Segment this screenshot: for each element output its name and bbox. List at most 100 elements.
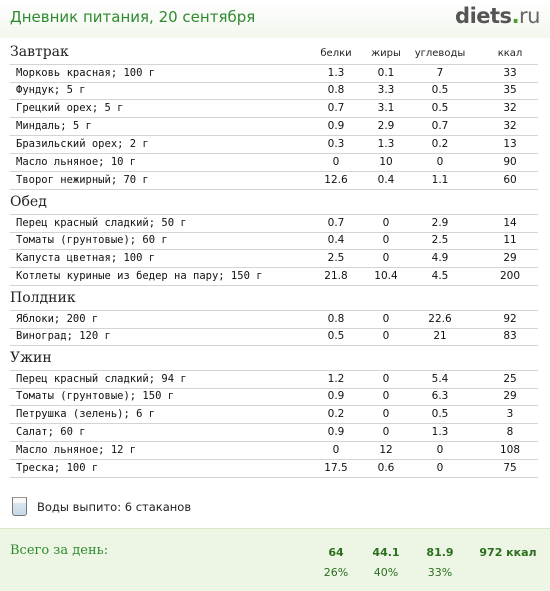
protein-value: 1.3 <box>327 67 345 79</box>
table-row: Перец красный сладкий; 50 г 0.7 0 2.9 14 <box>10 214 538 233</box>
kcal-value: 14 <box>503 217 517 229</box>
food-name: Петрушка (зелень); 6 г <box>16 408 156 420</box>
section-title: Ужин <box>10 350 52 366</box>
table-row: Морковь красная; 100 г 1.3 0.1 7 33 <box>10 64 538 83</box>
carbs-value: 0 <box>436 444 444 456</box>
fat-value: 0 <box>382 234 390 246</box>
kcal-value: 13 <box>503 138 517 150</box>
total-protein: 64 <box>328 546 344 559</box>
carbs-value: 4.5 <box>431 270 449 282</box>
fat-value: 0.6 <box>377 462 395 474</box>
table-row: Томаты (грунтовые); 150 г 0.9 0 6.3 29 <box>10 388 538 406</box>
table-row: Капуста цветная; 100 г 2.5 0 4.9 29 <box>10 250 538 268</box>
table-row: Масло льняное; 10 г 0 10 0 90 <box>10 154 538 172</box>
protein-value: 1.2 <box>327 373 345 385</box>
protein-value: 0.3 <box>327 138 345 150</box>
fat-value: 3.1 <box>377 102 395 114</box>
kcal-value: 29 <box>503 390 517 402</box>
carbs-value: 0 <box>436 156 444 168</box>
logo-dot: . <box>511 4 520 28</box>
carbs-value: 1.1 <box>431 174 449 186</box>
carbs-value: 22.6 <box>428 313 452 325</box>
protein-value: 0.8 <box>327 84 345 96</box>
carbs-value: 0.2 <box>431 138 449 150</box>
fat-value: 12 <box>379 444 393 456</box>
kcal-value: 29 <box>503 252 517 264</box>
fat-value: 0 <box>382 330 390 342</box>
food-name: Фундук; 5 г <box>16 84 86 96</box>
carbs-value: 6.3 <box>431 390 449 402</box>
food-name: Бразильский орех; 2 г <box>16 138 149 150</box>
kcal-value: 90 <box>503 156 517 168</box>
protein-value: 0.8 <box>327 313 345 325</box>
daily-totals: Всего за день: 64 44.1 81.9 972 ккал 26%… <box>0 528 550 591</box>
protein-value: 0 <box>332 156 340 168</box>
food-name: Масло льняное; 12 г <box>16 444 137 456</box>
food-name: Капуста цветная; 100 г <box>16 252 156 264</box>
total-kcal: 972 ккал <box>479 546 537 559</box>
carbs-value: 0 <box>436 462 444 474</box>
column-header-kcal: ккал <box>497 48 523 59</box>
table-row: Масло льняное; 12 г 0 12 0 108 <box>10 442 538 460</box>
total-carbs: 81.9 <box>426 546 454 559</box>
fat-value: 0 <box>382 373 390 385</box>
fat-value: 3.3 <box>377 84 395 96</box>
fat-value: 0 <box>382 252 390 264</box>
fat-value: 0 <box>382 390 390 402</box>
fat-percent: 40% <box>373 566 399 579</box>
fat-value: 0 <box>382 313 390 325</box>
protein-value: 12.6 <box>324 174 348 186</box>
kcal-value: 25 <box>503 373 517 385</box>
fat-value: 0.4 <box>377 174 395 186</box>
fat-value: 0 <box>382 217 390 229</box>
protein-value: 21.8 <box>324 270 348 282</box>
protein-value: 17.5 <box>324 462 348 474</box>
kcal-value: 60 <box>503 174 517 186</box>
food-name: Салат; 60 г <box>16 426 86 438</box>
protein-value: 0 <box>332 444 340 456</box>
total-fat: 44.1 <box>372 546 400 559</box>
site-logo[interactable]: diets.ru <box>455 4 540 28</box>
column-header-protein: белки <box>320 48 352 59</box>
logo-tld: ru <box>519 4 540 28</box>
table-row: Петрушка (зелень); 6 г 0.2 0 0.5 3 <box>10 406 538 424</box>
table-row: Томаты (грунтовые); 60 г 0.4 0 2.5 11 <box>10 232 538 250</box>
carbs-value: 4.9 <box>431 252 449 264</box>
carbs-value: 2.5 <box>431 234 449 246</box>
food-name: Творог нежирный; 70 г <box>16 174 149 186</box>
protein-value: 0.9 <box>327 390 345 402</box>
protein-value: 0.9 <box>327 426 345 438</box>
kcal-value: 32 <box>503 120 517 132</box>
kcal-value: 32 <box>503 102 517 114</box>
kcal-value: 3 <box>506 408 514 420</box>
kcal-value: 75 <box>503 462 517 474</box>
carbs-percent: 33% <box>427 566 453 579</box>
carbs-value: 0.5 <box>431 408 449 420</box>
table-row: Фундук; 5 г 0.8 3.3 0.5 35 <box>10 82 538 100</box>
column-header-fat: жиры <box>371 48 401 59</box>
fat-value: 10.4 <box>374 270 398 282</box>
table-row: Грецкий орех; 5 г 0.7 3.1 0.5 32 <box>10 100 538 118</box>
food-name: Перец красный сладкий; 50 г <box>16 217 187 229</box>
table-row: Салат; 60 г 0.9 0 1.3 8 <box>10 424 538 442</box>
table-row: Треска; 100 г 17.5 0.6 0 75 <box>10 460 538 478</box>
food-name: Томаты (грунтовые); 60 г <box>16 234 168 246</box>
food-name: Грецкий орех; 5 г <box>16 102 124 114</box>
carbs-value: 1.3 <box>431 426 449 438</box>
food-name: Масло льняное; 10 г <box>16 156 137 168</box>
carbs-value: 0.5 <box>431 102 449 114</box>
kcal-value: 35 <box>503 84 517 96</box>
carbs-value: 2.9 <box>431 217 449 229</box>
kcal-value: 108 <box>499 444 521 456</box>
food-name: Яблоки; 200 г <box>16 313 99 325</box>
fat-value: 2.9 <box>377 120 395 132</box>
fat-value: 10 <box>379 156 393 168</box>
fat-value: 0.1 <box>377 67 395 79</box>
kcal-value: 11 <box>503 234 517 246</box>
section-title: Завтрак <box>10 44 69 60</box>
column-header-carbs: углеводы <box>414 48 466 59</box>
food-name: Миндаль; 5 г <box>16 120 92 132</box>
food-name: Котлеты куриные из бедер на пару; 150 г <box>16 270 263 282</box>
carbs-value: 7 <box>436 67 444 79</box>
page-title: Дневник питания, 20 сентября <box>10 8 256 26</box>
